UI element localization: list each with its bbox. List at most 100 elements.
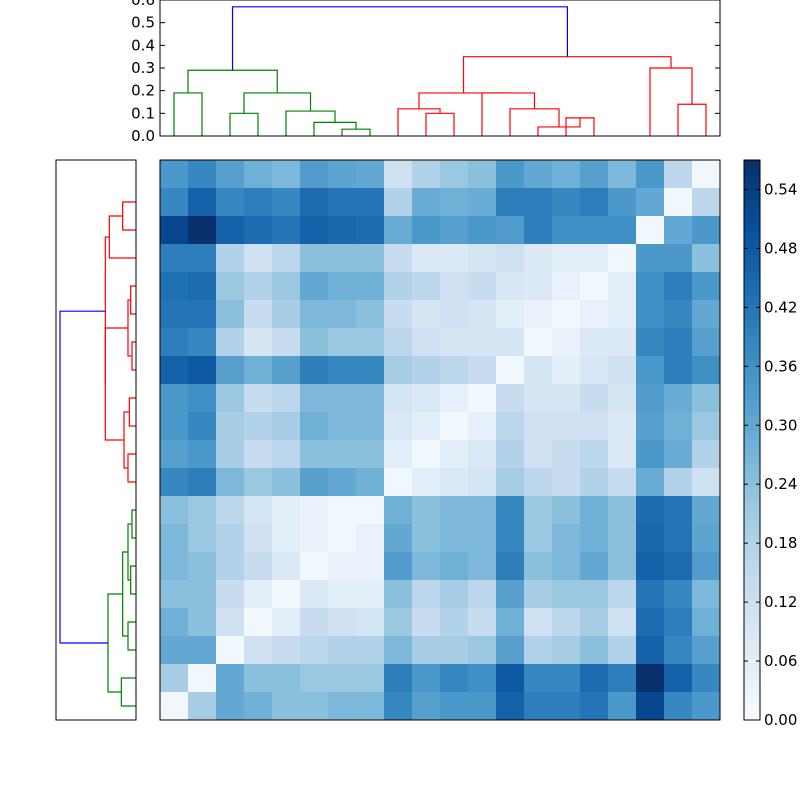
heatmap-cell-r10-c3 (244, 440, 273, 469)
heatmap-cell-r13-c10 (440, 524, 469, 553)
heatmap-cell-r6-c17 (636, 328, 665, 357)
heatmap-cell-r2-c5 (300, 216, 329, 245)
heatmap-cell-r10-c16 (608, 440, 637, 469)
top-dendrogram-tick-label: 0.6 (131, 0, 155, 9)
heatmap-cell-r2-c1 (188, 216, 217, 245)
top-dendrogram-link-1 (229, 112, 259, 136)
heatmap-cell-r16-c12 (496, 608, 525, 637)
top-dendrogram: 0.0 0.1 0.2 0.3 0.4 0.5 0.6 (131, 0, 721, 145)
heatmap-cell-r1-c2 (216, 188, 245, 217)
heatmap-cell-r18-c2 (216, 664, 245, 693)
heatmap-cell-r16-c7 (356, 608, 385, 637)
heatmap-cell-r19-c15 (580, 692, 609, 721)
heatmap-cell-r8-c14 (552, 384, 581, 413)
heatmap-cell-r17-c16 (608, 636, 637, 665)
heatmap-cell-r3-c12 (496, 244, 525, 273)
heatmap-cell-r4-c17 (636, 272, 665, 301)
heatmap-cell-r13-c18 (664, 524, 693, 553)
heatmap-cell-r10-c10 (440, 440, 469, 469)
heatmap-cell-r18-c19 (692, 664, 721, 693)
heatmap-cell-r2-c13 (524, 216, 553, 245)
heatmap-cell-r1-c13 (524, 188, 553, 217)
heatmap-cell-r4-c12 (496, 272, 525, 301)
heatmap-cell-r15-c9 (412, 580, 441, 609)
top-dendrogram-link-13 (418, 92, 509, 109)
heatmap-cell-r13-c9 (412, 524, 441, 553)
heatmap-cell-r18-c6 (328, 664, 357, 693)
heatmap-cell-r4-c16 (608, 272, 637, 301)
heatmap-cell-r3-c10 (440, 244, 469, 273)
heatmap-cell-r14-c2 (216, 552, 245, 581)
heatmap-cell-r5-c18 (664, 300, 693, 329)
heatmap-cell-r7-c9 (412, 356, 441, 385)
heatmap-cell-r4-c15 (580, 272, 609, 301)
heatmap-cell-r0-c3 (244, 160, 273, 189)
left-dendrogram (55, 159, 137, 721)
heatmap-cell-r5-c4 (272, 300, 301, 329)
heatmap-cell-r14-c13 (524, 552, 553, 581)
heatmap-cell-r19-c13 (524, 692, 553, 721)
heatmap-cell-r12-c3 (244, 496, 273, 525)
heatmap-cell-r3-c7 (356, 244, 385, 273)
heatmap-cell-r4-c9 (412, 272, 441, 301)
heatmap-cell-r9-c18 (664, 412, 693, 441)
heatmap-cell-r3-c5 (300, 244, 329, 273)
heatmap-cell-r18-c13 (524, 664, 553, 693)
heatmap-cell-r10-c12 (496, 440, 525, 469)
heatmap-cell-r19-c8 (384, 692, 413, 721)
heatmap-cell-r3-c3 (244, 244, 273, 273)
heatmap-cell-r8-c10 (440, 384, 469, 413)
heatmap-cell-r12-c15 (580, 496, 609, 525)
heatmap-cell-r3-c13 (524, 244, 553, 273)
heatmap-cell-r3-c16 (608, 244, 637, 273)
heatmap-cell-r10-c9 (412, 440, 441, 469)
heatmap-cell-r13-c19 (692, 524, 721, 553)
heatmap-cell-r5-c0 (160, 300, 189, 329)
heatmap-cell-r0-c4 (272, 160, 301, 189)
heatmap-cell-r9-c1 (188, 412, 217, 441)
heatmap-cell-r13-c14 (552, 524, 581, 553)
heatmap-cell-r11-c10 (440, 468, 469, 497)
heatmap-cell-r11-c9 (412, 468, 441, 497)
heatmap-cell-r5-c1 (188, 300, 217, 329)
heatmap-cell-r6-c18 (664, 328, 693, 357)
heatmap-cell-r1-c15 (580, 188, 609, 217)
left-dendrogram-link-10 (131, 341, 136, 371)
heatmap-cell-r18-c9 (412, 664, 441, 693)
heatmap-cell-r5-c17 (636, 300, 665, 329)
heatmap-cell-r14-c4 (272, 552, 301, 581)
heatmap-cell-r12-c2 (216, 496, 245, 525)
heatmap-cell-r18-c11 (468, 664, 497, 693)
heatmap-cell-r7-c5 (300, 356, 329, 385)
top-dendrogram-link-11 (509, 108, 560, 136)
heatmap-cell-r7-c2 (216, 356, 245, 385)
heatmap-cell-r4-c4 (272, 272, 301, 301)
heatmap-cell-r1-c4 (272, 188, 301, 217)
heatmap-cell-r12-c9 (412, 496, 441, 525)
heatmap-cell-r19-c2 (216, 692, 245, 721)
heatmap-cell-r2-c8 (384, 216, 413, 245)
heatmap-cell-r16-c0 (160, 608, 189, 637)
heatmap-cell-r5-c14 (552, 300, 581, 329)
heatmap-cell-r18-c8 (384, 664, 413, 693)
colorbar-tick-label: 0.54 (764, 180, 797, 198)
heatmap-cell-r11-c3 (244, 468, 273, 497)
heatmap-cell-r15-c2 (216, 580, 245, 609)
heatmap-cell-r19-c18 (664, 692, 693, 721)
heatmap-cell-r18-c12 (496, 664, 525, 693)
top-dendrogram-link-16 (462, 56, 672, 93)
heatmap-cell-r6-c5 (300, 328, 329, 357)
left-dendrogram-link-16 (104, 236, 110, 384)
heatmap-cell-r5-c10 (440, 300, 469, 329)
heatmap-cell-r19-c19 (692, 692, 721, 721)
heatmap-cell-r4-c7 (356, 272, 385, 301)
heatmap-cell-r19-c17 (636, 692, 665, 721)
heatmap-cell-r2-c14 (552, 216, 581, 245)
heatmap-cell-r8-c16 (608, 384, 637, 413)
heatmap-cell-r13-c8 (384, 524, 413, 553)
heatmap-cell-r15-c3 (244, 580, 273, 609)
heatmap-cell-r5-c3 (244, 300, 273, 329)
heatmap-cell-r15-c0 (160, 580, 189, 609)
heatmap-cell-r8-c0 (160, 384, 189, 413)
heatmap-cell-r2-c6 (328, 216, 357, 245)
